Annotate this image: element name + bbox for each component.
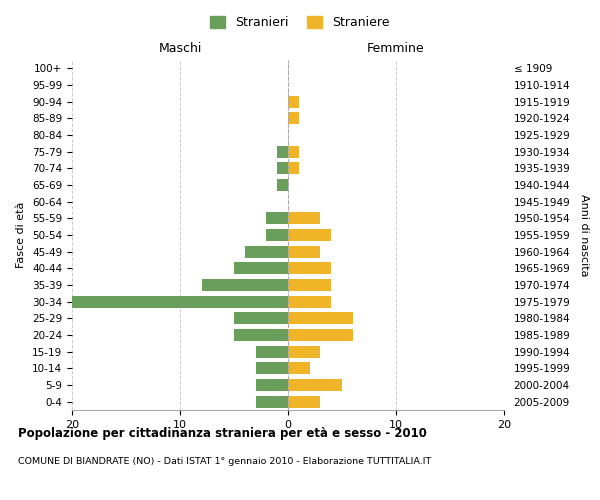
Bar [266,212,288,224]
Bar [234,329,288,341]
Bar [288,296,331,308]
Legend: Stranieri, Straniere: Stranieri, Straniere [205,11,395,34]
Bar [288,396,320,407]
Bar [288,112,299,124]
Bar [277,146,288,158]
Bar [288,346,320,358]
Text: Femmine: Femmine [367,42,425,55]
Bar [288,246,320,258]
Bar [288,379,342,391]
Text: Maschi: Maschi [158,42,202,55]
Bar [266,229,288,241]
Bar [288,312,353,324]
Bar [288,262,331,274]
Bar [288,279,331,291]
Bar [288,362,310,374]
Bar [288,229,331,241]
Bar [234,262,288,274]
Y-axis label: Fasce di età: Fasce di età [16,202,26,268]
Bar [256,379,288,391]
Text: COMUNE DI BIANDRATE (NO) - Dati ISTAT 1° gennaio 2010 - Elaborazione TUTTITALIA.: COMUNE DI BIANDRATE (NO) - Dati ISTAT 1°… [18,458,431,466]
Bar [288,212,320,224]
Bar [202,279,288,291]
Text: Popolazione per cittadinanza straniera per età e sesso - 2010: Popolazione per cittadinanza straniera p… [18,428,427,440]
Bar [256,396,288,407]
Y-axis label: Anni di nascita: Anni di nascita [579,194,589,276]
Bar [277,179,288,191]
Bar [288,96,299,108]
Bar [288,329,353,341]
Bar [245,246,288,258]
Bar [72,296,288,308]
Bar [277,162,288,174]
Bar [288,146,299,158]
Bar [256,346,288,358]
Bar [256,362,288,374]
Bar [288,162,299,174]
Bar [234,312,288,324]
